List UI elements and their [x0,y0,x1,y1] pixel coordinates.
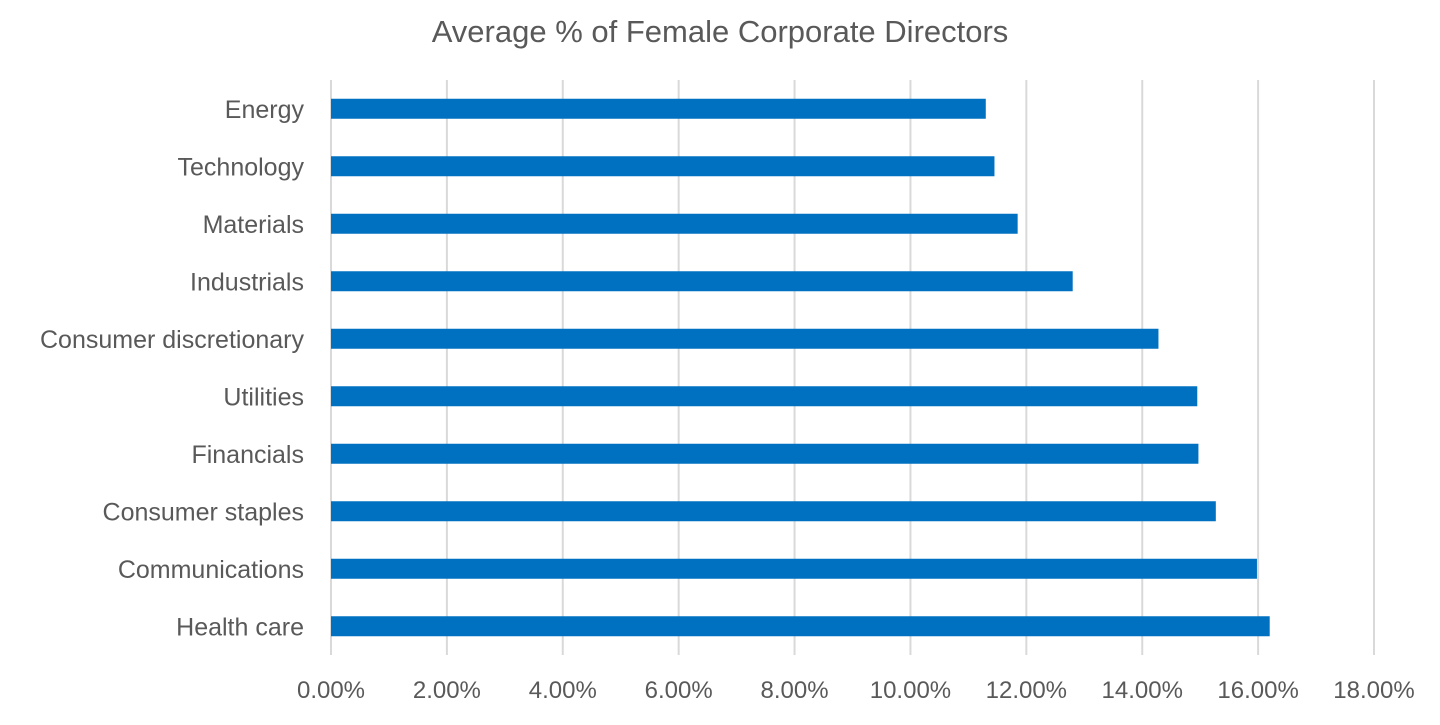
category-label: Industrials [190,268,304,296]
bar [331,271,1073,292]
bars [331,98,1270,637]
category-label: Health care [176,613,304,641]
bar [331,501,1216,522]
x-tick-label: 4.00% [529,677,597,704]
bar [331,558,1257,579]
x-tick-label: 10.00% [870,677,951,704]
category-label: Materials [203,211,304,239]
category-label: Technology [178,153,305,181]
category-label: Utilities [223,383,304,411]
x-tick-labels: 0.00% 2.00% 4.00% 6.00% 8.00% 10.00% 12.00% 14.… [297,677,1415,704]
category-label: Consumer staples [103,498,304,526]
bar [331,328,1159,349]
x-tick-label: 16.00% [1217,677,1298,704]
x-tick-label: 8.00% [761,677,829,704]
chart-title: Average % of Female Corporate Directors [431,14,1009,49]
bar [331,386,1198,407]
category-label: Energy [225,96,305,124]
category-label: Communications [118,556,304,584]
x-tick-label: 6.00% [645,677,713,704]
bar [331,616,1270,637]
x-tick-label: 2.00% [413,677,481,704]
bar [331,213,1018,234]
bar [331,443,1199,464]
category-label: Consumer discretionary [40,326,304,354]
x-tick-label: 14.00% [1102,677,1183,704]
bar [331,156,995,177]
x-tick-label: 0.00% [297,677,365,704]
category-labels: Energy Technology Materials Industrials Cons… [40,96,304,642]
category-label: Financials [191,441,304,469]
bar [331,98,986,119]
x-tick-label: 12.00% [986,677,1067,704]
x-tick-label: 18.00% [1333,677,1414,704]
